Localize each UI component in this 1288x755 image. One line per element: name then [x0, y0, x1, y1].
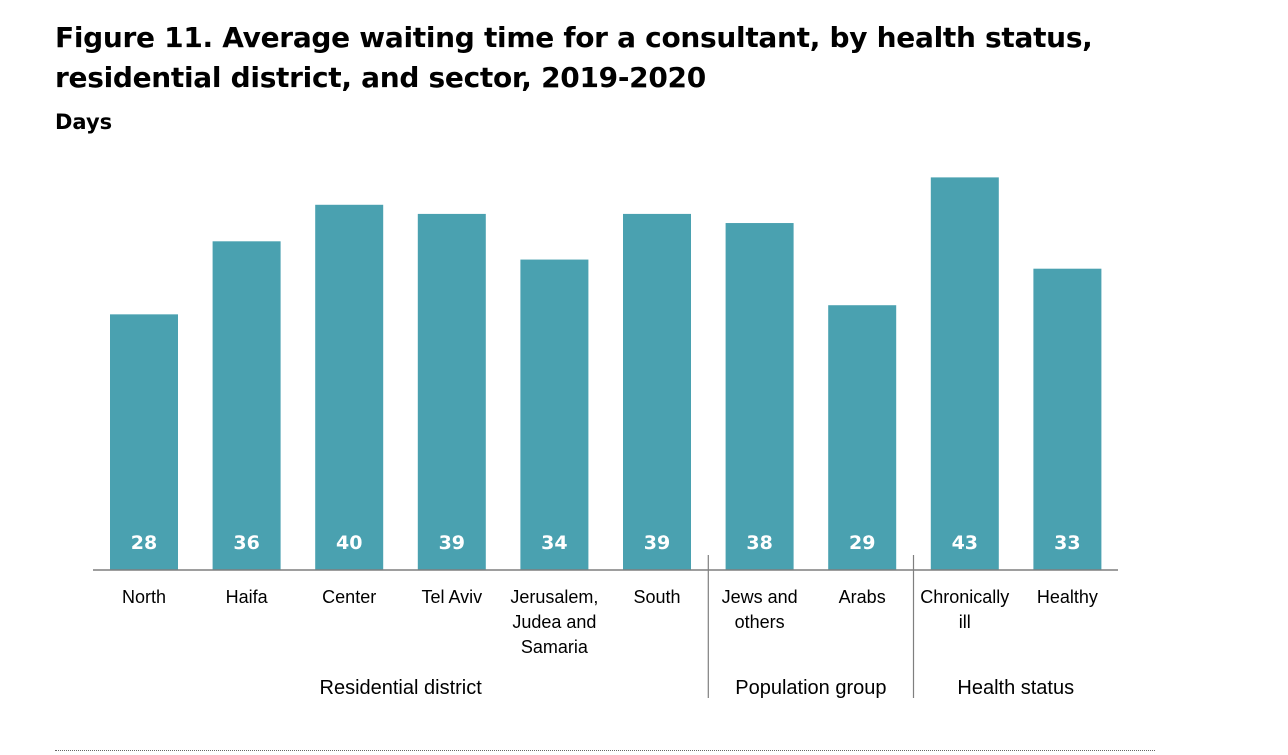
value-label-9: 43: [952, 532, 978, 554]
value-label-10: 33: [1054, 532, 1080, 554]
bar-9: [930, 177, 999, 571]
bar-1: [110, 314, 178, 570]
group-label-1: Residential district: [320, 677, 483, 699]
value-label-6: 39: [644, 532, 670, 554]
category-label-1: North: [122, 587, 166, 607]
value-label-3: 40: [336, 532, 362, 554]
category-label-8: Arabs: [839, 587, 886, 607]
bar-5: [520, 259, 589, 570]
bar-7: [725, 223, 794, 571]
chart-subtitle: Days: [55, 110, 113, 134]
category-label-3: Center: [322, 587, 376, 607]
category-label-6: South: [633, 587, 680, 607]
value-label-7: 38: [746, 532, 772, 554]
category-labels-group: North Haifa Center Tel Aviv Jerusalem, Judea …: [122, 587, 1098, 657]
value-label-2: 36: [233, 532, 259, 554]
group-label-2: Population group: [735, 677, 886, 699]
bar-10: [1033, 268, 1102, 570]
group-labels-group: Residential district Population group Heal…: [320, 555, 1074, 699]
bar-8: [828, 305, 897, 570]
value-label-8: 29: [849, 532, 875, 554]
category-label-2: Haifa: [226, 587, 269, 607]
category-label-9: Chronically ill: [920, 587, 1009, 632]
bar-2: [212, 241, 281, 570]
group-label-3: Health status: [957, 677, 1074, 699]
category-label-4: Tel Aviv: [421, 587, 482, 607]
category-label-5: Jerusalem, Judea and Samaria: [510, 587, 598, 657]
bar-4: [417, 213, 486, 571]
category-label-10: Healthy: [1037, 587, 1098, 607]
category-label-7: Jews and others: [722, 587, 798, 632]
footer-divider: [55, 750, 1155, 751]
bars-group: [110, 177, 1102, 571]
bar-3: [315, 204, 384, 571]
value-labels-group: 28 36 40 39 34 39 38 29 43 33: [131, 532, 1081, 554]
value-label-5: 34: [541, 532, 567, 554]
bar-6: [623, 213, 691, 571]
value-label-4: 39: [439, 532, 465, 554]
value-label-1: 28: [131, 532, 157, 554]
chart-title: Figure 11. Average waiting time for a co…: [55, 21, 1093, 94]
